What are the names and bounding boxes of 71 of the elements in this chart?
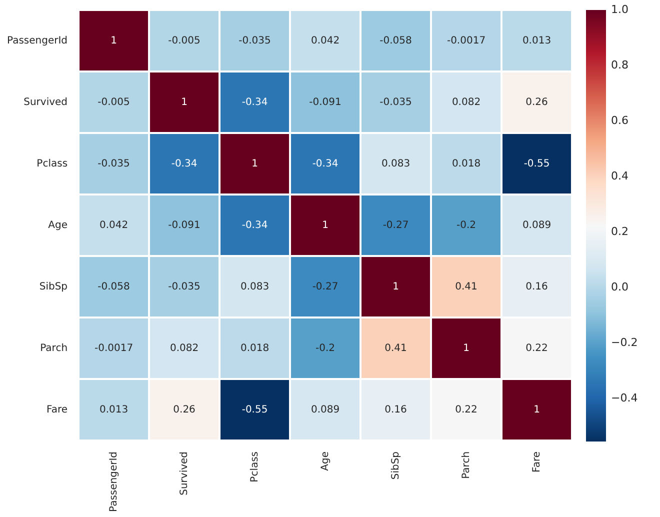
data-label: 1 — [181, 96, 188, 108]
data-label: -0.2 — [316, 342, 336, 354]
data-label: 0.22 — [455, 404, 478, 416]
data-label: 0.26 — [173, 404, 196, 416]
data-label: 0.41 — [455, 281, 478, 292]
data-label: -0.035 — [168, 281, 200, 292]
data-label: 0.018 — [240, 342, 270, 354]
x-tick-label: Pclass — [249, 451, 260, 482]
data-label: 0.082 — [452, 96, 481, 108]
data-label: 0.082 — [170, 342, 199, 354]
color-bar-label: 1.0 — [611, 2, 628, 16]
data-label: 0.083 — [240, 281, 270, 292]
data-label: 0.089 — [310, 404, 340, 416]
data-label: -0.27 — [382, 220, 409, 231]
data-label: -0.2 — [456, 220, 476, 231]
color-bar-label: −0.4 — [611, 392, 638, 405]
y-tick-label: SibSp — [39, 281, 68, 292]
data-label: 1 — [534, 404, 540, 416]
data-label: 0.16 — [526, 281, 548, 292]
data-label: 0.042 — [310, 35, 340, 46]
y-tick-label: Age — [48, 220, 68, 231]
data-label: -0.058 — [98, 281, 130, 292]
data-label: 1 — [463, 342, 470, 354]
x-tick-label: Fare — [531, 451, 542, 472]
color-bar-label: 0.8 — [611, 58, 628, 72]
color-bar-label: 0.4 — [611, 169, 628, 182]
color-bar-label: 0.0 — [611, 280, 628, 294]
y-tick-label: Pclass — [36, 158, 68, 170]
color-bar-label: 0.6 — [611, 114, 628, 127]
data-label: 0.013 — [522, 35, 552, 46]
data-label: 0.013 — [99, 404, 128, 416]
data-label: -0.035 — [238, 35, 271, 46]
data-label: 0.22 — [526, 342, 548, 354]
x-tick-label: Age — [320, 451, 331, 471]
data-label: -0.27 — [312, 281, 338, 292]
y-tick-label: Fare — [46, 404, 68, 416]
data-label: -0.55 — [242, 404, 268, 416]
data-label: 0.042 — [99, 220, 128, 231]
data-label: -0.55 — [524, 158, 550, 170]
color-bar-label: 0.2 — [611, 225, 628, 238]
y-tick-label: Parch — [40, 342, 68, 354]
data-label: -0.035 — [98, 158, 130, 170]
data-label: 1 — [322, 220, 328, 231]
x-tick-label: Parch — [460, 451, 472, 479]
y-tick-label: PassengerId — [6, 35, 68, 46]
data-label: -0.0017 — [446, 35, 486, 46]
data-label: -0.0017 — [94, 342, 134, 354]
color-bar-label: −0.2 — [611, 336, 638, 350]
data-label: 1 — [252, 158, 258, 170]
data-label: 0.16 — [384, 404, 407, 416]
x-tick-label: PassengerId — [108, 451, 120, 512]
data-label: -0.091 — [168, 220, 200, 231]
data-label: 1 — [110, 35, 117, 46]
y-tick-label: Survived — [24, 96, 68, 108]
data-label: 0.26 — [526, 96, 548, 108]
data-label: 0.089 — [522, 220, 552, 231]
x-tick-label: SibSp — [390, 451, 402, 480]
data-label: 0.41 — [384, 342, 407, 354]
data-label: -0.34 — [242, 96, 268, 108]
data-label: -0.34 — [312, 158, 338, 170]
data-label: -0.005 — [168, 35, 200, 46]
data-label: -0.091 — [309, 96, 342, 108]
data-label: 0.083 — [381, 158, 410, 170]
data-label: -0.035 — [380, 96, 412, 108]
data-label: -0.005 — [98, 96, 130, 108]
data-label: -0.34 — [242, 220, 268, 231]
data-label: 1 — [392, 281, 399, 292]
x-tick-label: Survived — [178, 451, 190, 496]
data-label: 0.018 — [452, 158, 481, 170]
data-label: -0.34 — [171, 158, 198, 170]
data-label: -0.058 — [380, 35, 412, 46]
